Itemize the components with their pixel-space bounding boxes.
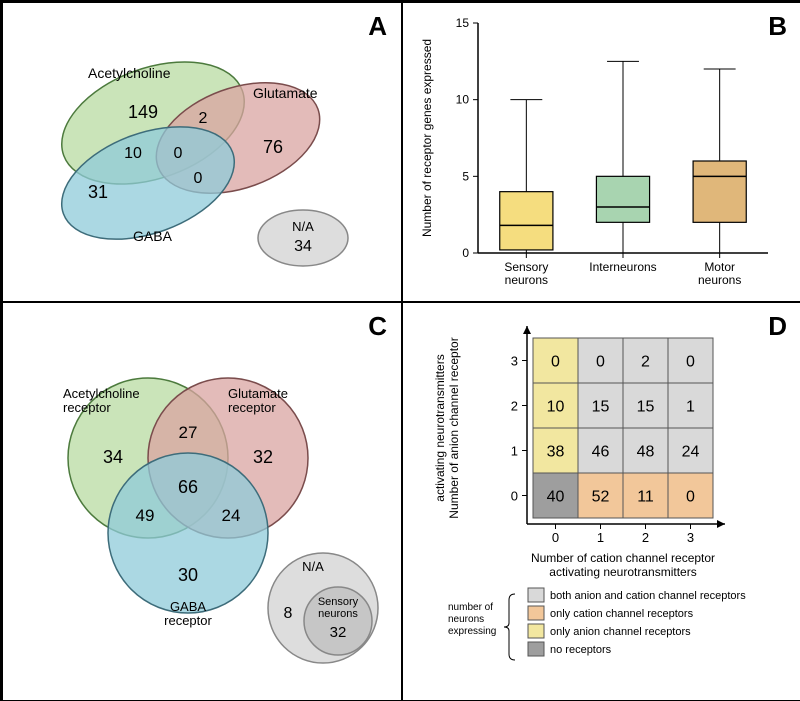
svg-text:Number of anion channel recept: Number of anion channel receptor [447,337,461,518]
panel-a: A Acetylcholine Glutamate GABA 149 76 31 2 10 00… [2,2,402,302]
svg-text:Motor: Motor [704,260,735,274]
svg-text:only anion channel receptors: only anion channel receptors [550,626,691,638]
svg-text:2: 2 [642,530,649,545]
svg-text:1: 1 [597,530,604,545]
svg-text:48: 48 [637,444,655,461]
svg-text:40: 40 [547,489,565,506]
svg-text:Sensory: Sensory [318,596,359,608]
svg-text:0: 0 [596,354,605,371]
svg-text:activating neurotransmitters: activating neurotransmitters [433,354,447,501]
svg-text:149: 149 [128,102,158,122]
svg-text:Interneurons: Interneurons [589,260,656,274]
boxplot: 0 5 10 15 Number of receptor genes expressed… [403,3,800,302]
svg-text:Number of receptor genes expre: Number of receptor genes expressed [420,39,434,237]
svg-text:2: 2 [511,399,518,414]
svg-text:receptor: receptor [164,613,212,628]
svg-text:10: 10 [547,399,565,416]
svg-text:0: 0 [552,530,559,545]
svg-text:2: 2 [199,110,208,127]
heatmap: 0 0 2 0 10 15 15 1 38 46 48 24 40 52 11 0 0 1 2 3 0 1 2 3 Number… [403,303,800,701]
svg-text:Acetylcholine: Acetylcholine [63,386,140,401]
svg-text:34: 34 [103,447,123,467]
svg-text:GABA: GABA [170,599,206,614]
svg-text:0: 0 [511,489,518,504]
svg-text:receptor: receptor [228,400,276,415]
svg-text:27: 27 [179,423,198,442]
svg-text:52: 52 [592,489,610,506]
panel-b-label: B [768,11,787,42]
svg-text:66: 66 [178,477,198,497]
svg-text:no receptors: no receptors [550,644,612,656]
venn-a: Acetylcholine Glutamate GABA 149 76 31 2 10 00 N/… [3,3,402,302]
svg-text:0: 0 [194,170,203,187]
svg-text:15: 15 [456,16,470,30]
svg-text:1: 1 [686,399,695,416]
svg-text:neurons: neurons [448,614,484,625]
svg-text:8: 8 [284,605,293,622]
svg-text:15: 15 [637,399,655,416]
svg-text:32: 32 [253,447,273,467]
panel-b: B 0 5 10 15 Number of receptor genes express… [402,2,800,302]
panel-a-label: A [368,11,387,42]
svg-text:both anion and cation channel: both anion and cation channel receptors [550,590,746,602]
svg-text:49: 49 [136,506,155,525]
svg-text:38: 38 [547,444,565,461]
svg-text:N/A: N/A [292,219,314,234]
svg-text:Glutamate: Glutamate [253,85,318,101]
svg-text:expressing: expressing [448,626,496,637]
svg-text:0: 0 [174,145,183,162]
svg-text:31: 31 [88,182,108,202]
svg-text:GABA: GABA [133,228,173,244]
svg-text:only cation channel receptors: only cation channel receptors [550,608,694,620]
svg-text:0: 0 [551,354,560,371]
svg-text:24: 24 [682,444,700,461]
svg-text:10: 10 [456,93,470,107]
svg-text:2: 2 [641,354,650,371]
svg-text:neurons: neurons [318,608,358,620]
venn-c: AcetylcholinereceptorGlutamatereceptorGA… [3,303,402,701]
svg-text:5: 5 [462,169,469,183]
svg-text:N/A: N/A [302,559,324,574]
svg-text:46: 46 [592,444,610,461]
svg-text:Glutamate: Glutamate [228,386,288,401]
svg-text:receptor: receptor [63,400,111,415]
svg-text:number of: number of [448,602,493,613]
svg-text:Acetylcholine: Acetylcholine [88,65,171,81]
svg-text:0: 0 [462,246,469,260]
panel-d: D 0 0 2 0 10 15 15 1 38 46 48 24 40 52 11 0 0 1 2 3 0 1 2 3 Numb… [402,302,800,701]
svg-text:10: 10 [124,145,142,162]
svg-text:activating neurotransmitters: activating neurotransmitters [549,565,696,579]
svg-text:neurons: neurons [505,273,548,287]
panel-d-label: D [768,311,787,342]
svg-text:3: 3 [687,530,694,545]
svg-text:neurons: neurons [698,273,741,287]
svg-text:34: 34 [294,238,312,255]
svg-text:76: 76 [263,137,283,157]
svg-text:Sensory: Sensory [504,260,548,274]
svg-text:11: 11 [637,489,654,506]
svg-text:1: 1 [511,444,518,459]
figure-grid: A AcetylcholineGlutamateGABA149763121000… [0,0,800,701]
panel-c: C AcetylcholinereceptorGlutamatereceptor… [2,302,402,701]
svg-text:3: 3 [511,354,518,369]
svg-text:15: 15 [592,399,610,416]
svg-text:32: 32 [330,624,347,641]
svg-text:0: 0 [686,354,695,371]
svg-text:30: 30 [178,565,198,585]
svg-text:24: 24 [222,506,241,525]
svg-text:Number of cation channel recep: Number of cation channel receptor [531,551,715,565]
panel-c-label: C [368,311,387,342]
svg-text:0: 0 [686,489,695,506]
